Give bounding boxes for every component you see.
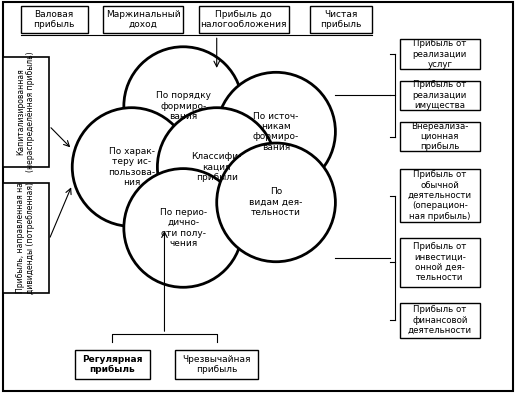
Text: Валовая
прибыль: Валовая прибыль bbox=[34, 10, 75, 29]
Text: Капитализированная
(нераспределённая прибыль): Капитализированная (нераспределённая при… bbox=[16, 52, 36, 172]
FancyBboxPatch shape bbox=[21, 6, 88, 33]
FancyBboxPatch shape bbox=[3, 57, 49, 167]
Ellipse shape bbox=[217, 143, 335, 262]
Ellipse shape bbox=[124, 47, 243, 165]
Text: Прибыль от
реализации
услуг: Прибыль от реализации услуг bbox=[413, 39, 467, 69]
Ellipse shape bbox=[72, 108, 191, 226]
FancyBboxPatch shape bbox=[175, 350, 258, 379]
Text: Прибыль от
обычной
деятельности
(операцион-
ная прибыль): Прибыль от обычной деятельности (операци… bbox=[408, 170, 472, 221]
Text: Прибыль от
инвестици-
онной дея-
тельности: Прибыль от инвестици- онной дея- тельнос… bbox=[413, 242, 466, 283]
Text: Маржинальный
доход: Маржинальный доход bbox=[106, 10, 181, 29]
Text: По источ-
никам
формиро-
вания: По источ- никам формиро- вания bbox=[253, 112, 299, 152]
FancyBboxPatch shape bbox=[400, 122, 480, 151]
Text: По порядку
формиро-
вания: По порядку формиро- вания bbox=[156, 91, 211, 121]
Text: Регулярная
прибыль: Регулярная прибыль bbox=[82, 355, 142, 374]
Text: Чрезвычайная
прибыль: Чрезвычайная прибыль bbox=[183, 355, 251, 374]
FancyBboxPatch shape bbox=[400, 238, 480, 287]
Text: По харак-
теру ис-
пользова-
ния: По харак- теру ис- пользова- ния bbox=[108, 147, 155, 187]
Text: По
видам дея-
тельности: По видам дея- тельности bbox=[249, 187, 303, 217]
FancyBboxPatch shape bbox=[3, 183, 49, 293]
Text: Прибыль от
финансовой
деятельности: Прибыль от финансовой деятельности bbox=[408, 305, 472, 335]
FancyBboxPatch shape bbox=[103, 6, 183, 33]
FancyBboxPatch shape bbox=[400, 81, 480, 110]
Text: Классифи-
кация
прибыли: Классифи- кация прибыли bbox=[191, 152, 242, 182]
Text: По перио-
дично-
сти полу-
чения: По перио- дично- сти полу- чения bbox=[159, 208, 207, 248]
FancyBboxPatch shape bbox=[400, 169, 480, 222]
Ellipse shape bbox=[217, 72, 335, 191]
Text: Внереализа-
ционная
прибыль: Внереализа- ционная прибыль bbox=[411, 122, 469, 151]
FancyBboxPatch shape bbox=[75, 350, 150, 379]
FancyBboxPatch shape bbox=[400, 39, 480, 69]
Text: Прибыль, направленная на
дивиденды (потребленная): Прибыль, направленная на дивиденды (потр… bbox=[16, 182, 36, 294]
FancyBboxPatch shape bbox=[199, 6, 289, 33]
FancyBboxPatch shape bbox=[400, 303, 480, 338]
Text: Прибыль от
реализации
имущества: Прибыль от реализации имущества bbox=[413, 81, 467, 110]
FancyBboxPatch shape bbox=[310, 6, 372, 33]
Text: Прибыль до
налогообложения: Прибыль до налогообложения bbox=[201, 10, 287, 29]
Ellipse shape bbox=[124, 169, 243, 287]
Ellipse shape bbox=[157, 108, 276, 226]
Text: Чистая
прибыль: Чистая прибыль bbox=[320, 10, 361, 29]
